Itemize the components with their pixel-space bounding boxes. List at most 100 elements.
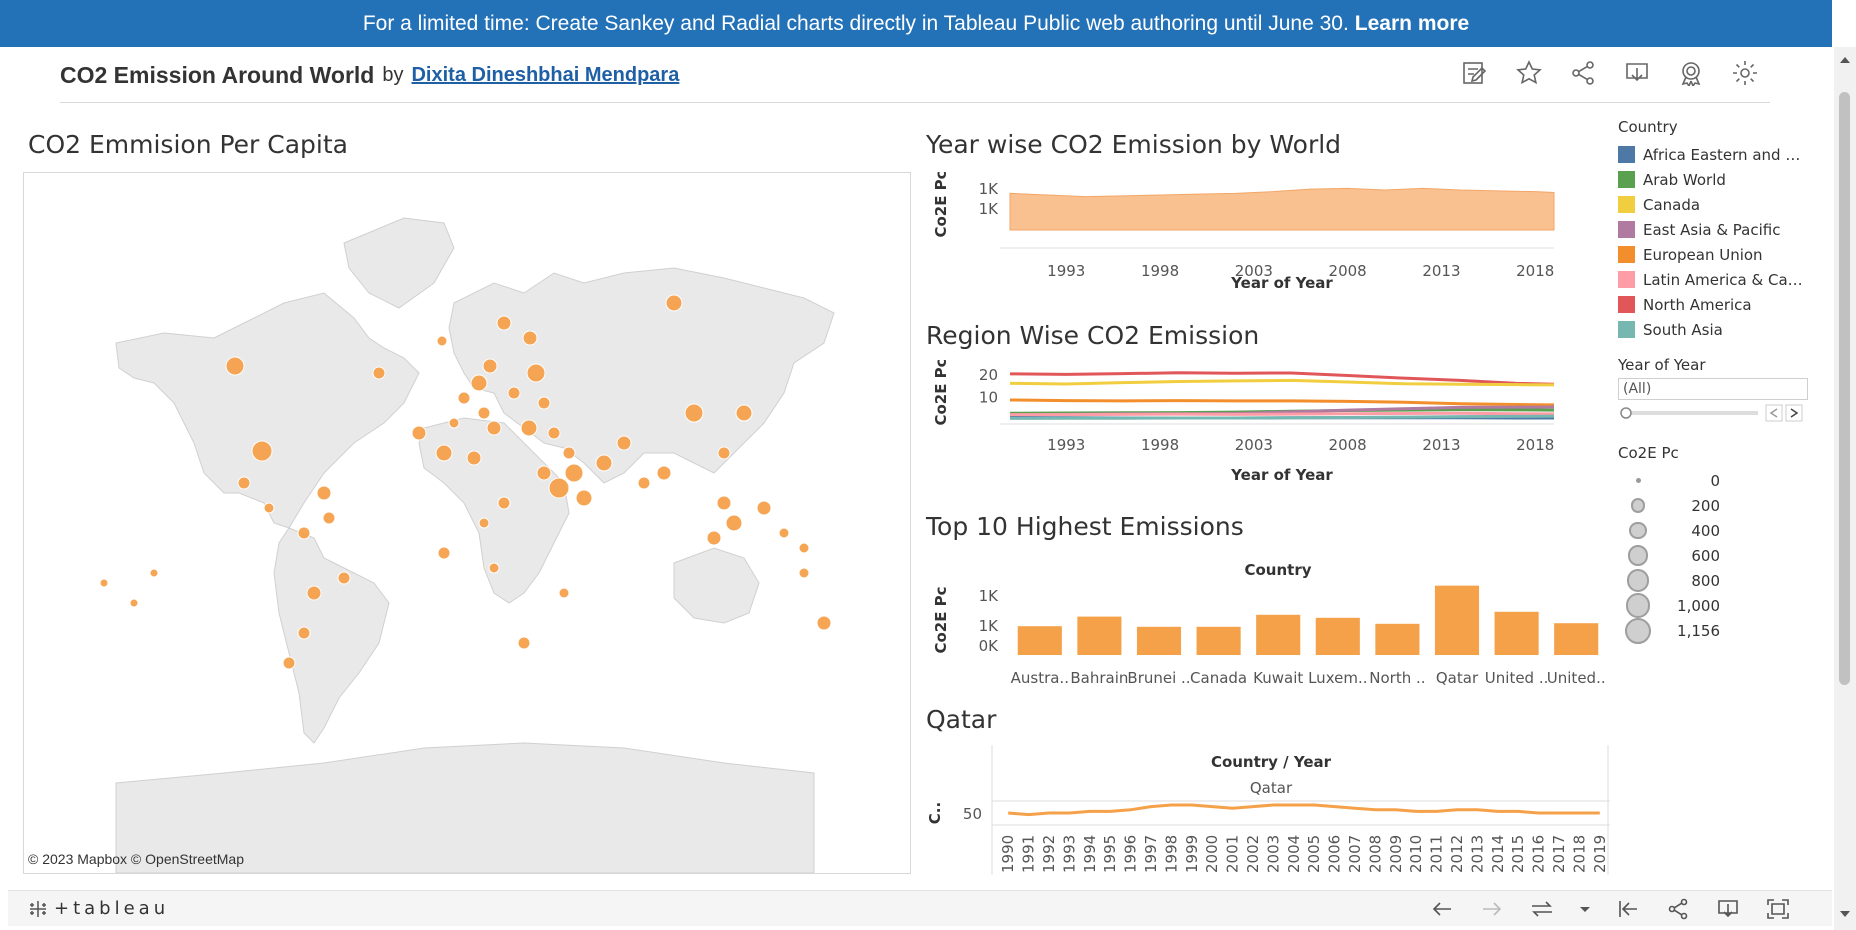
x-tick-label: 2002 <box>1244 835 1262 873</box>
map-credit: © 2023 Mapbox © OpenStreetMap <box>28 851 244 867</box>
map-bubble <box>665 294 683 312</box>
map-bubble <box>282 656 296 670</box>
map-bubble <box>225 356 245 376</box>
area-chart[interactable]: 1993 1998 2003 2008 2013 2018 1K 1K Co2E Pc Year … <box>926 172 1606 302</box>
legend-item[interactable]: European Union <box>1618 242 1818 267</box>
region-line-chart[interactable]: 1993 1998 2003 2008 2013 2018 20 10 Co2E Pc Year … <box>926 360 1606 490</box>
x-tick-label: 1993 <box>1047 262 1085 280</box>
legend-swatch <box>1618 246 1635 263</box>
fullscreen-icon[interactable] <box>1764 895 1792 923</box>
slider-prev-button <box>1765 404 1783 422</box>
map-title: CO2 Emmision Per Capita <box>28 130 348 159</box>
antarctica-landmass <box>115 742 815 873</box>
year-slider[interactable] <box>1618 402 1818 424</box>
tableau-logo[interactable]: +tableau <box>28 898 169 919</box>
edit-data-icon[interactable] <box>1460 58 1490 88</box>
redo-icon[interactable] <box>1478 895 1506 923</box>
y-tick-label: 1K <box>979 617 1000 635</box>
bar <box>1494 611 1539 655</box>
legend-item[interactable]: East Asia & Pacific <box>1618 217 1818 242</box>
settings-icon[interactable] <box>1730 58 1760 88</box>
bar-category-label: North .. <box>1369 669 1425 687</box>
size-legend-item: 800 <box>1618 568 1818 593</box>
legend-panel: Country Africa Eastern and S... Arab Worl… <box>1618 118 1818 644</box>
map-bubble <box>411 425 427 441</box>
undo-icon[interactable] <box>1428 895 1456 923</box>
size-legend-circle <box>1625 617 1651 644</box>
bar <box>1554 623 1599 655</box>
size-legend-item: 200 <box>1618 493 1818 518</box>
download-icon[interactable] <box>1622 58 1652 88</box>
map-bubble <box>706 530 722 546</box>
dropdown-icon[interactable] <box>1578 895 1592 923</box>
y-tick-label: 50 <box>963 805 982 823</box>
year-filter-value[interactable]: (All) <box>1618 378 1808 400</box>
co2-map[interactable]: © 2023 Mapbox © OpenStreetMap <box>23 172 911 874</box>
header-toolbar <box>1460 58 1760 88</box>
revert-icon[interactable] <box>1528 895 1556 923</box>
area-series <box>1009 187 1555 231</box>
legend-swatch <box>1618 221 1635 238</box>
map-bubble <box>263 502 275 514</box>
size-legend-label: 1,156 <box>1677 621 1720 640</box>
share-icon[interactable] <box>1568 58 1598 88</box>
legend-item[interactable]: Latin America & Cari... <box>1618 267 1818 292</box>
size-legend-title: Co2E Pc <box>1618 444 1679 462</box>
x-tick-label: 2009 <box>1387 835 1405 873</box>
map-bubble <box>520 419 538 437</box>
x-tick-label: 2007 <box>1346 835 1364 873</box>
chevron-right-icon <box>1790 408 1799 418</box>
legend-swatch <box>1618 171 1635 188</box>
scrollbar-thumb[interactable] <box>1839 92 1850 685</box>
map-bubble <box>149 568 159 578</box>
map-bubble <box>537 396 551 410</box>
bar <box>1196 626 1241 655</box>
bar <box>1375 623 1420 655</box>
chevron-left-icon <box>1769 408 1778 418</box>
legend-item[interactable]: North America <box>1618 292 1818 317</box>
x-tick-label: 2013 <box>1422 436 1460 454</box>
legend-item[interactable]: Africa Eastern and S... <box>1618 142 1818 167</box>
legend-swatch <box>1618 296 1635 313</box>
map-bubble <box>497 496 511 510</box>
x-tick-label: 2016 <box>1530 835 1548 873</box>
size-legend-circle <box>1627 545 1649 566</box>
y-axis-title: Co2E Pc <box>932 172 950 238</box>
x-tick-label: 2015 <box>1509 835 1527 873</box>
download-icon[interactable] <box>1714 895 1742 923</box>
bar <box>1077 616 1122 655</box>
author-link[interactable]: Dixita Dineshbhai Mendpara <box>411 63 680 86</box>
north-america-landmass <box>115 292 420 529</box>
map-bubble <box>522 330 538 346</box>
star-icon[interactable] <box>1514 58 1544 88</box>
size-legend-item: 400 <box>1618 518 1818 543</box>
reset-icon[interactable] <box>1614 895 1642 923</box>
map-bubble <box>437 546 451 560</box>
y-tick-label: 20 <box>979 366 998 384</box>
viz-header: CO2 Emission Around World by Dixita Dine… <box>60 48 1770 103</box>
vertical-scrollbar[interactable] <box>1834 47 1856 930</box>
legend-item[interactable]: Arab World <box>1618 167 1818 192</box>
bar-chart-title: Top 10 Highest Emissions <box>926 512 1244 541</box>
x-tick-label: 1993 <box>1047 436 1085 454</box>
x-tick-label: 2003 <box>1235 436 1273 454</box>
size-legend-label: 200 <box>1691 496 1720 515</box>
y-tick-label: 10 <box>979 389 998 407</box>
series-line <box>1009 378 1555 387</box>
legend-label: Canada <box>1643 195 1701 214</box>
map-canvas[interactable] <box>24 173 911 874</box>
badge-icon[interactable] <box>1676 58 1706 88</box>
legend-item[interactable]: South Asia <box>1618 317 1818 342</box>
x-tick-label: 2018 <box>1516 262 1554 280</box>
x-tick-label: 2004 <box>1285 835 1303 873</box>
series-line <box>1009 398 1555 407</box>
legend-item[interactable]: Canada <box>1618 192 1818 217</box>
x-tick-label: 2001 <box>1224 835 1242 873</box>
learn-more-link[interactable]: Learn more <box>1354 11 1470 35</box>
map-bubble <box>716 495 732 511</box>
share-icon[interactable] <box>1664 895 1692 923</box>
map-bubble <box>478 517 490 529</box>
bar <box>1017 626 1062 655</box>
